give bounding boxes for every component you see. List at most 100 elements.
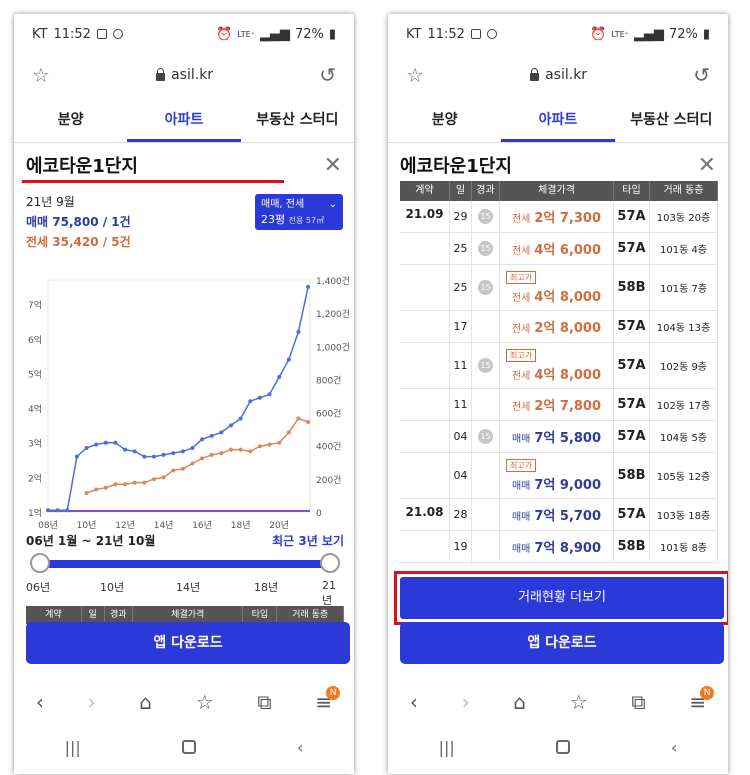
system-back-icon[interactable]: ‹ bbox=[297, 737, 304, 757]
series-point bbox=[296, 329, 301, 334]
series-point bbox=[257, 395, 262, 400]
close-icon[interactable]: ✕ bbox=[323, 152, 342, 178]
close-icon[interactable]: ✕ bbox=[697, 152, 716, 178]
summary-sale: 매매 75,800 / 1건 bbox=[26, 215, 131, 229]
y-right-tick: 1,000건 bbox=[316, 342, 350, 353]
price-cell: 전세 2억 8,000 bbox=[500, 311, 614, 342]
series-point bbox=[84, 490, 89, 495]
series-point bbox=[142, 454, 147, 459]
filter-dropdown[interactable]: 매매, 전세 ⌄ 23평 전용 57㎡ bbox=[255, 194, 343, 230]
range-header: 06년 1월 ~ 21년 10월 최근 3년 보기 bbox=[26, 532, 344, 549]
url-text: asil.kr bbox=[171, 67, 214, 83]
bookmarks-icon[interactable]: ☆ bbox=[569, 690, 588, 714]
y-left-tick: 5억 bbox=[28, 368, 42, 380]
recent-apps-icon[interactable]: ||| bbox=[438, 737, 455, 757]
series-point bbox=[74, 454, 79, 459]
filter-size-detail: 전용 57㎡ bbox=[288, 216, 325, 225]
app-download-button[interactable]: 앱 다운로드 bbox=[400, 622, 724, 664]
col-type: 타입 bbox=[243, 606, 278, 624]
contract-month bbox=[400, 531, 450, 562]
deal-price: 4억 6,000 bbox=[534, 243, 602, 258]
deal-kind: 전세 bbox=[511, 214, 531, 225]
slider-knob-end[interactable] bbox=[320, 553, 340, 573]
menu-icon[interactable]: ≡ N bbox=[689, 686, 715, 714]
deal-kind: 매매 bbox=[511, 480, 531, 492]
series-point bbox=[248, 449, 253, 454]
unit-location: 101동 7층 bbox=[650, 265, 718, 310]
series-point bbox=[277, 374, 282, 379]
bookmark-star-icon[interactable]: ☆ bbox=[32, 63, 50, 87]
apartment-title: 에코타운1단지 bbox=[400, 156, 512, 177]
recent-3y-link[interactable]: 최근 3년 보기 bbox=[272, 534, 344, 548]
max-price-tag: 최고가 bbox=[506, 348, 537, 362]
forward-icon[interactable]: › bbox=[461, 690, 470, 714]
series-point bbox=[161, 475, 166, 480]
series-point bbox=[219, 430, 224, 435]
series-point bbox=[46, 508, 50, 513]
tab-study[interactable]: 부동산 스터디 bbox=[630, 112, 713, 128]
series-point bbox=[132, 449, 137, 454]
unit-type: 57A bbox=[614, 311, 650, 342]
back-icon[interactable]: ‹ bbox=[35, 690, 44, 714]
slider-knob-start[interactable] bbox=[30, 553, 50, 573]
tab-study[interactable]: 부동산 스터디 bbox=[256, 112, 339, 128]
system-home-icon[interactable] bbox=[555, 740, 570, 754]
back-icon[interactable]: ‹ bbox=[409, 690, 418, 714]
system-nav: ||| ‹ bbox=[388, 729, 728, 765]
reload-icon[interactable]: ↺ bbox=[319, 63, 336, 87]
tab-presale[interactable]: 분양 bbox=[431, 112, 458, 128]
carrier-label: KT bbox=[32, 26, 48, 42]
tab-presale[interactable]: 분양 bbox=[57, 112, 84, 128]
reload-icon[interactable]: ↺ bbox=[693, 63, 710, 87]
notification-badge: N bbox=[326, 686, 341, 700]
table-row: 04 15 매매 7억 5,800 57A 104동 5층 bbox=[400, 421, 718, 453]
tab-apartment[interactable]: 아파트 bbox=[501, 99, 615, 142]
col-price: 체결가격 bbox=[133, 606, 244, 624]
home-icon[interactable]: ⌂ bbox=[139, 690, 152, 714]
url-text: asil.kr bbox=[545, 67, 588, 83]
url-field[interactable]: asil.kr bbox=[530, 67, 587, 83]
series-point bbox=[132, 480, 137, 485]
x-tick: 12년 bbox=[115, 520, 135, 531]
forward-icon[interactable]: › bbox=[87, 690, 96, 714]
address-bar: ☆ asil.kr ↺ bbox=[388, 58, 728, 92]
bookmarks-icon[interactable]: ☆ bbox=[195, 690, 214, 714]
series-point bbox=[200, 456, 205, 461]
col-day: 일 bbox=[450, 181, 472, 201]
recent-apps-icon[interactable]: ||| bbox=[64, 737, 81, 757]
system-home-icon[interactable] bbox=[181, 740, 196, 754]
system-nav: ||| ‹ bbox=[14, 729, 354, 765]
bookmark-star-icon[interactable]: ☆ bbox=[406, 63, 424, 87]
gallery-icon bbox=[96, 29, 107, 39]
menu-icon[interactable]: ≡ N bbox=[315, 686, 341, 714]
status-bar: KT 11:52 ⏰ LTE⁺ ▂▄▆ 72% ▮ bbox=[388, 14, 728, 54]
series-point bbox=[94, 442, 99, 447]
tab-apartment[interactable]: 아파트 bbox=[127, 99, 241, 142]
tabs-icon[interactable]: ⧉ bbox=[631, 690, 646, 714]
deal-price: 2억 7,800 bbox=[534, 399, 602, 414]
apartment-title: 에코타운1단지 bbox=[26, 156, 138, 177]
more-transactions-button[interactable]: 거래현황 더보기 bbox=[400, 577, 724, 619]
contract-month bbox=[400, 421, 450, 452]
contract-month: 21.09 bbox=[400, 201, 450, 232]
home-icon[interactable]: ⌂ bbox=[513, 690, 526, 714]
range-slider[interactable] bbox=[30, 553, 340, 573]
deal-kind: 전세 bbox=[511, 370, 531, 382]
tabs-icon[interactable]: ⧉ bbox=[257, 690, 272, 714]
series-point bbox=[142, 480, 147, 485]
system-back-icon[interactable]: ‹ bbox=[671, 737, 678, 757]
contract-day: 25 bbox=[450, 265, 472, 310]
alarm-icon: ⏰ bbox=[590, 26, 607, 42]
series-point bbox=[257, 444, 262, 449]
browser-nav: ‹ › ⌂ ☆ ⧉ ≡ N bbox=[14, 682, 354, 722]
x-tick: 20년 bbox=[269, 520, 289, 531]
contract-day: 25 bbox=[450, 233, 472, 264]
unit-location: 101동 4층 bbox=[650, 233, 718, 264]
app-download-button[interactable]: 앱 다운로드 bbox=[26, 622, 350, 664]
deal-price: 2억 7,300 bbox=[534, 211, 602, 226]
summary-rent: 전세 35,420 / 5건 bbox=[26, 235, 131, 249]
elapsed-cell bbox=[472, 499, 500, 530]
contract-day: 19 bbox=[450, 531, 472, 562]
url-field[interactable]: asil.kr bbox=[156, 67, 213, 83]
elapsed-cell: 15 bbox=[472, 201, 500, 232]
